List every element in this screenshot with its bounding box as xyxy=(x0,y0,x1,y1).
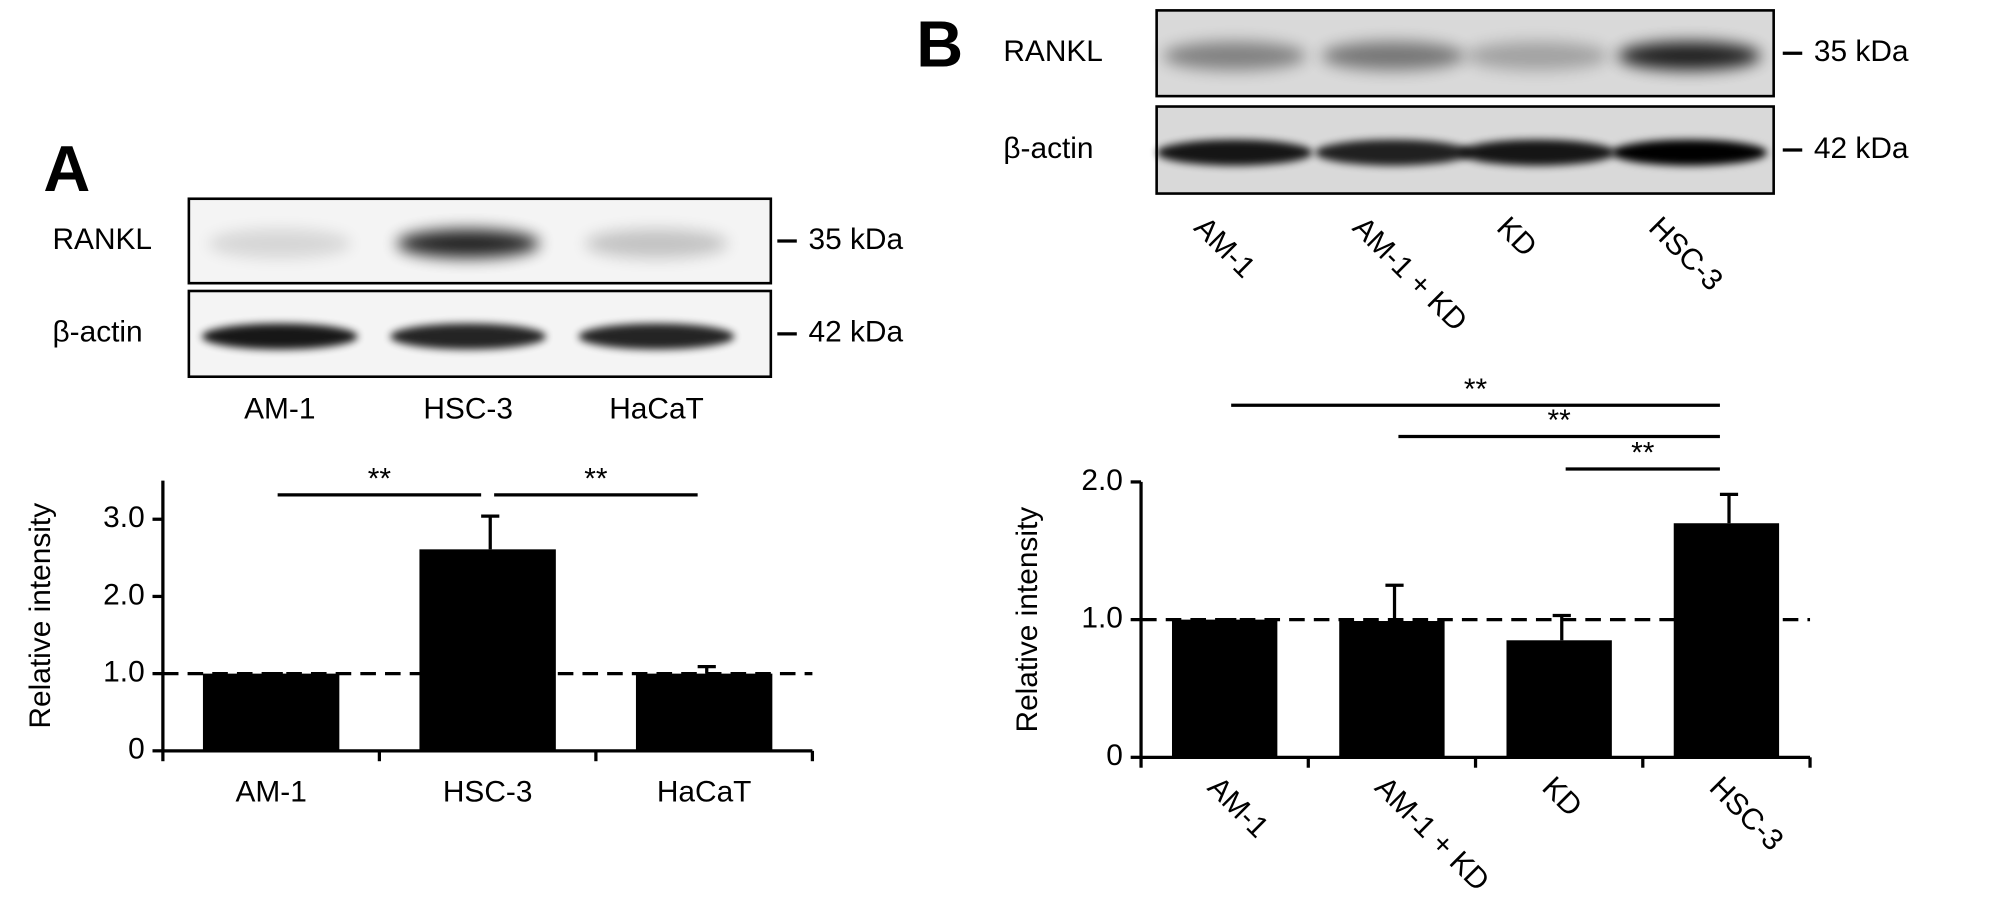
x-tick-label: HaCaT xyxy=(657,776,752,809)
bar xyxy=(419,549,556,751)
blot-row-label: β-actin xyxy=(52,316,142,349)
y-tick-label: 3.0 xyxy=(103,501,145,534)
bar xyxy=(1339,621,1445,758)
lane-label: AM-1 + KD xyxy=(1346,211,1473,338)
blot-band xyxy=(208,229,352,258)
blot-frame xyxy=(1155,9,1775,98)
lane-label: KD xyxy=(1490,211,1543,264)
blot-row-label: RANKL xyxy=(52,223,152,256)
blot-band xyxy=(1611,139,1768,166)
blot-row-label: β-actin xyxy=(1003,132,1093,165)
blot-band xyxy=(1459,139,1616,166)
y-tick-label: 0 xyxy=(1106,739,1123,772)
blot-row-label: RANKL xyxy=(1003,35,1103,68)
lane-label: AM-1 xyxy=(244,392,315,425)
lane-label: HSC-3 xyxy=(1642,211,1729,298)
y-tick-label: 1.0 xyxy=(103,656,145,689)
bar xyxy=(1506,640,1612,758)
y-axis-label: Relative intensity xyxy=(1011,507,1044,733)
x-tick-label: HSC-3 xyxy=(443,776,533,809)
blot-size-label: 35 kDa xyxy=(808,223,903,256)
blot-band xyxy=(1617,41,1761,71)
blot-band xyxy=(201,323,358,350)
x-tick-label: AM-1 xyxy=(1201,770,1275,844)
blot-band xyxy=(1465,41,1609,71)
blot-frame xyxy=(187,197,773,285)
bar xyxy=(1171,619,1278,758)
significance-label: ** xyxy=(368,463,392,496)
blot-band xyxy=(1321,41,1465,71)
blot-band xyxy=(390,323,547,350)
blot-band xyxy=(578,323,735,350)
significance-label: ** xyxy=(1631,437,1655,470)
significance-label: ** xyxy=(584,463,608,496)
x-tick-label: AM-1 xyxy=(235,776,306,809)
bar xyxy=(635,673,773,751)
lane-label: HSC-3 xyxy=(423,392,513,425)
blot-band xyxy=(585,229,728,258)
significance-label: ** xyxy=(1464,373,1488,406)
y-tick-label: 2.0 xyxy=(1081,464,1123,497)
blot-frame xyxy=(187,289,773,379)
panel-letter: B xyxy=(916,8,963,81)
y-tick-label: 0 xyxy=(128,733,145,766)
blot-band xyxy=(1163,41,1307,71)
blot-size-label: 42 kDa xyxy=(1814,132,1909,165)
x-tick-label: HSC-3 xyxy=(1703,770,1790,857)
blot-band xyxy=(1156,139,1313,166)
bar xyxy=(202,673,340,751)
y-tick-label: 2.0 xyxy=(103,578,145,611)
lane-label: HaCaT xyxy=(609,392,704,425)
x-tick-label: KD xyxy=(1536,770,1589,823)
blot-frame xyxy=(1155,105,1775,195)
blot-size-label: 35 kDa xyxy=(1814,35,1909,68)
significance-label: ** xyxy=(1548,404,1572,437)
x-tick-label: AM-1 + KD xyxy=(1368,770,1495,897)
panel-letter: A xyxy=(43,132,90,205)
bar xyxy=(1673,523,1780,758)
blot-band xyxy=(1315,139,1471,166)
lane-label: AM-1 xyxy=(1188,211,1262,285)
blot-band xyxy=(396,229,540,258)
y-tick-label: 1.0 xyxy=(1081,602,1123,635)
y-axis-label: Relative intensity xyxy=(24,503,57,729)
blot-size-label: 42 kDa xyxy=(808,316,903,349)
